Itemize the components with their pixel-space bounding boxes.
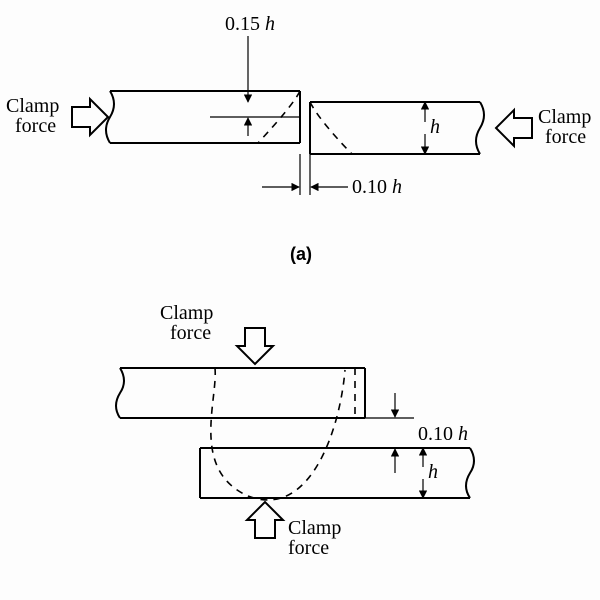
clamp-top-l2: force [170,322,211,344]
svg-text:0.10 h: 0.10 h [352,176,402,198]
dim-offset-value: 0.15 [225,13,265,35]
clamp-bot-l2: force [288,537,329,559]
weld-u [211,368,345,500]
dim-overlap: 0.10 h [365,393,468,473]
figure-a: 0.15 h h 0.10 h Clamp force [6,13,591,264]
clamp-left-a: Clamp force [6,95,108,137]
clamp-top-b: Clamp force [160,302,273,364]
h-label-a: h [430,116,440,138]
dim-h-a: h [425,102,440,154]
dim-offset-sym: h [265,13,275,35]
dim-ovl-sym: h [458,423,468,445]
dim-ovl-value: 0.10 [418,423,458,445]
dim-gap: 0.10 h [262,154,402,198]
dim-gap-value: 0.10 [352,176,392,198]
clamp-right-l2: force [545,126,586,148]
clamp-top-l1: Clamp [160,302,213,324]
right-bar [310,102,484,154]
clamp-right-a: Clamp force [496,106,591,148]
figure-container: 0.15 h h 0.10 h Clamp force [0,0,600,600]
h-label-b: h [428,461,438,483]
clamp-left-l2: force [15,115,56,137]
svg-text:0.10 h: 0.10 h [418,423,468,445]
top-bar [116,368,365,418]
dim-offset-label: 0.15 h [225,13,275,35]
clamp-right-l1: Clamp [538,106,591,128]
clamp-bottom-b: Clamp force [247,502,341,559]
weld-curve-right [310,102,352,154]
caption-a: (a) [290,244,312,264]
dim-h-b: h [423,448,438,498]
dim-gap-sym: h [392,176,402,198]
figure-b: 0.10 h h Clamp force Clamp force [116,302,474,559]
clamp-bot-l1: Clamp [288,517,341,539]
clamp-left-l1: Clamp [6,95,59,117]
